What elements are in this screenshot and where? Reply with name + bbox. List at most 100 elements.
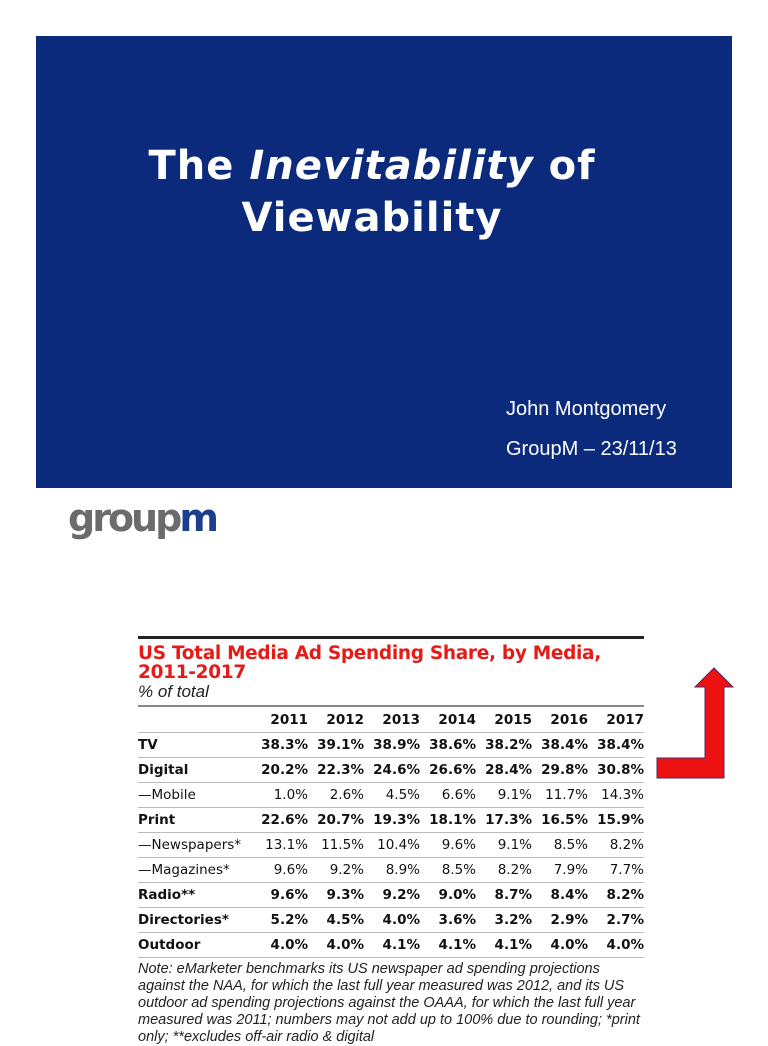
cell-value: 17.3% [485,812,532,828]
cell-value: 2.9% [550,912,588,928]
cell-value: 18.1% [429,812,476,828]
cell-value: 10.4% [377,837,420,853]
logo-gray: group [68,496,182,540]
year-header: 2017 [606,711,644,728]
table-row: Outdoor 4.0% 4.0% 4.1% 4.1% 4.1% 4.0% 4.0% [138,933,644,958]
cell-value: 4.5% [385,787,420,803]
cell-value: 22.3% [317,762,364,778]
cell-value: 9.2% [329,862,364,878]
cell-value: 5.2% [270,912,308,928]
table-row: —Mobile 1.0% 2.6% 4.5% 6.6% 9.1% 11.7% 14.3% [138,783,644,808]
cell-value: 19.3% [373,812,420,828]
cell-value: 9.3% [326,887,364,903]
cell-value: 4.1% [382,937,420,953]
header-row: 2011 2012 2013 2014 2015 2016 2017 [138,707,644,733]
cell-value: 4.1% [438,937,476,953]
table-row: Print 22.6% 20.7% 19.3% 18.1% 17.3% 16.5% 15.9% [138,808,644,833]
author-name: John Montgomery [506,398,667,420]
cell-value: 1.0% [273,787,308,803]
cell-value: 26.6% [429,762,476,778]
cell-value: 8.5% [441,862,476,878]
cell-value: 11.5% [321,837,364,853]
cell-value: 2.6% [329,787,364,803]
table-row: —Magazines* 9.6% 9.2% 8.9% 8.5% 8.2% 7.9% 7.7% [138,858,644,883]
cell-value: 38.6% [429,737,476,753]
row-label: —Mobile [138,787,196,803]
cell-value: 4.0% [606,937,644,953]
cell-value: 9.6% [273,862,308,878]
cell-value: 22.6% [261,812,308,828]
table-row: TV 38.3% 39.1% 38.9% 38.6% 38.2% 38.4% 38.4% [138,733,644,758]
row-label: —Magazines* [138,862,230,878]
title-prefix: The [148,143,250,189]
cell-value: 3.6% [438,912,476,928]
logo-blue: m [179,496,219,540]
cell-value: 29.8% [541,762,588,778]
table-row: Digital 20.2% 22.3% 24.6% 26.6% 28.4% 29.8% 30.… [138,758,644,783]
table-title: US Total Media Ad Spending Share, by Med… [138,643,601,683]
cell-value: 20.2% [261,762,308,778]
year-header: 2011 [270,711,308,728]
cell-value: 38.4% [541,737,588,753]
title-italic: Inevitability [249,143,534,189]
cell-value: 9.6% [441,837,476,853]
cell-value: 7.9% [553,862,588,878]
row-label: —Newspapers* [138,837,242,853]
cell-value: 8.4% [550,887,588,903]
cell-value: 8.9% [385,862,420,878]
ad-spending-table: US Total Media Ad Spending Share, by Med… [138,636,644,1046]
row-label: Outdoor [138,937,201,953]
table-row: Directories* 5.2% 4.5% 4.0% 3.6% 3.2% 2.9% 2.7% [138,908,644,933]
cell-value: 11.7% [545,787,588,803]
cell-value: 4.1% [494,937,532,953]
year-header: 2015 [494,711,532,728]
cell-value: 2.7% [606,912,644,928]
cell-value: 8.5% [553,837,588,853]
cell-value: 9.2% [382,887,420,903]
cell-value: 15.9% [597,812,644,828]
cell-value: 38.4% [597,737,644,753]
cell-value: 4.0% [270,937,308,953]
org-date: GroupM – 23/11/13 [506,438,677,460]
top-rule [138,636,644,639]
title-suffix: of [533,143,596,189]
table-row: Radio** 9.6% 9.3% 9.2% 9.0% 8.7% 8.4% 8.2% [138,883,644,908]
cell-value: 28.4% [485,762,532,778]
title-line2: Viewability [241,195,503,241]
cell-value: 38.9% [373,737,420,753]
cell-value: 4.5% [326,912,364,928]
table-row: —Newspapers* 13.1% 11.5% 10.4% 9.6% 9.1% 8.5% 8… [138,833,644,858]
cell-value: 6.6% [441,787,476,803]
row-label: TV [138,737,158,753]
cell-value: 38.2% [485,737,532,753]
cell-value: 24.6% [373,762,420,778]
year-header: 2012 [326,711,364,728]
table-note: Note: eMarketer benchmarks its US newspa… [138,961,640,1045]
year-header: 2014 [438,711,476,728]
groupm-logo: groupm [68,496,219,540]
cell-value: 3.2% [494,912,532,928]
cell-value: 8.2% [497,862,532,878]
cell-value: 7.7% [609,862,644,878]
cell-value: 4.0% [326,937,364,953]
cell-value: 13.1% [265,837,308,853]
cell-value: 9.1% [497,837,532,853]
cell-value: 16.5% [541,812,588,828]
title-slide: The Inevitability of Viewability John Mo… [36,36,732,488]
cell-value: 14.3% [601,787,644,803]
cell-value: 38.3% [261,737,308,753]
cell-value: 30.8% [597,762,644,778]
cell-value: 20.7% [317,812,364,828]
up-arrow-icon [656,667,735,779]
slide-title: The Inevitability of Viewability [36,140,708,244]
cell-value: 8.7% [494,887,532,903]
row-label: Radio** [138,887,196,903]
row-label: Print [138,812,176,828]
cell-value: 9.1% [497,787,532,803]
cell-value: 4.0% [550,937,588,953]
cell-value: 9.6% [270,887,308,903]
row-label: Directories* [138,912,229,928]
cell-value: 8.2% [609,837,644,853]
table-subtitle: % of total [138,682,209,701]
row-label: Digital [138,762,189,778]
